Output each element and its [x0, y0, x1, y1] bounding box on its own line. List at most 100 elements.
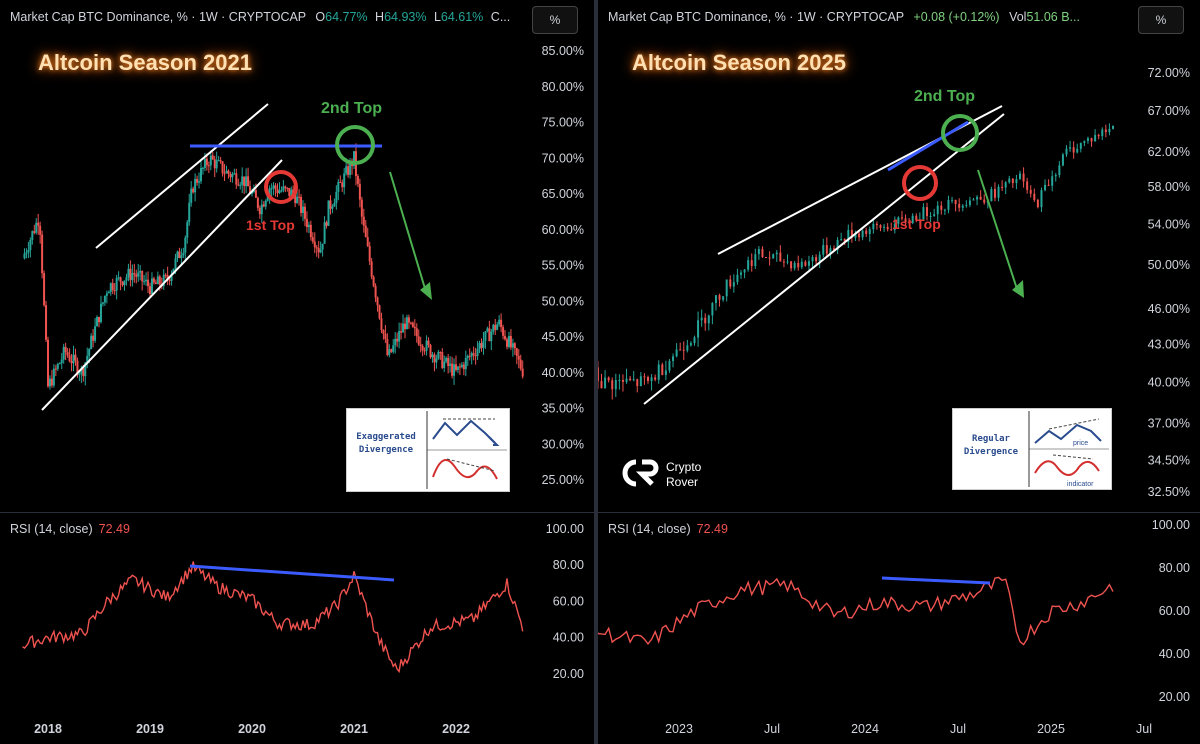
- candle: [398, 331, 401, 342]
- candle: [1040, 190, 1043, 208]
- candle: [205, 158, 208, 166]
- candle: [455, 364, 457, 370]
- candle: [276, 189, 279, 194]
- candle: [968, 200, 971, 205]
- candle: [1047, 184, 1050, 186]
- candle: [39, 225, 42, 235]
- price-axis-tick: 67.00%: [1148, 104, 1190, 118]
- candle: [147, 279, 150, 287]
- symbol-title: Market Cap BTC Dominance, % · 1W · CRYPT…: [10, 10, 306, 24]
- candle: [972, 199, 975, 201]
- candle: [911, 215, 914, 223]
- candle: [64, 346, 67, 353]
- candle: [1065, 148, 1068, 155]
- candle: [607, 377, 610, 381]
- candle: [245, 176, 248, 187]
- candle: [280, 190, 283, 192]
- candle: [168, 279, 171, 281]
- rsi-axis-tick: 100.00: [546, 522, 584, 536]
- candle: [476, 348, 479, 356]
- candle: [105, 293, 108, 296]
- candle: [1029, 189, 1032, 194]
- candle: [378, 305, 381, 319]
- time-axis-tick: 2023: [665, 722, 693, 736]
- candle: [407, 317, 410, 323]
- candle: [311, 237, 314, 242]
- candle: [439, 352, 442, 354]
- candle: [200, 167, 202, 182]
- chart-canvas-left[interactable]: 85.00% 80.00% 75.00% 70.00% 65.00% 60.00% 55.0…: [0, 0, 594, 744]
- candle: [464, 357, 467, 370]
- candle: [209, 155, 212, 166]
- candle: [618, 379, 621, 381]
- rsi-label: RSI (14, close): [10, 522, 93, 536]
- candle: [90, 335, 93, 350]
- candle: [729, 279, 732, 287]
- candle: [109, 283, 112, 292]
- price-axis-tick: 75.00%: [542, 116, 584, 130]
- candle: [192, 188, 195, 193]
- candle: [886, 226, 889, 230]
- candle: [182, 252, 185, 256]
- candle: [990, 189, 993, 202]
- candle: [331, 206, 334, 209]
- candle: [689, 343, 692, 346]
- rsi-legend: RSI (14, close) 72.49: [10, 522, 130, 536]
- trendline-upper: [95, 103, 269, 249]
- candle: [113, 290, 116, 292]
- candle: [868, 229, 871, 234]
- candle: [384, 333, 387, 340]
- candle: [496, 324, 499, 330]
- candle: [519, 359, 522, 369]
- candle: [765, 257, 768, 259]
- candle: [227, 170, 230, 174]
- ohlc-high-label: H: [375, 10, 385, 24]
- candle: [96, 316, 99, 327]
- candle: [143, 281, 146, 283]
- candle: [858, 233, 861, 238]
- candle: [1015, 179, 1018, 184]
- candle: [31, 231, 34, 240]
- candle: [288, 187, 291, 196]
- candle: [611, 380, 614, 390]
- candle: [156, 276, 159, 285]
- candle: [772, 254, 775, 259]
- candle: [92, 335, 95, 341]
- pane-separator[interactable]: [598, 512, 1200, 513]
- candle: [313, 241, 316, 248]
- pane-separator[interactable]: [0, 512, 594, 513]
- candle: [29, 239, 32, 251]
- candle: [604, 377, 607, 389]
- candle: [196, 178, 199, 183]
- candle: [797, 263, 800, 268]
- candle: [861, 230, 864, 238]
- candle: [517, 355, 520, 360]
- candle: [804, 261, 807, 266]
- candle: [427, 340, 430, 345]
- time-axis-tick: Jul: [950, 722, 966, 736]
- percent-scale-button[interactable]: %: [1138, 6, 1184, 34]
- candle: [72, 354, 75, 364]
- inset-label-line-1: Exaggerated: [356, 432, 416, 442]
- candle: [983, 199, 986, 203]
- candle: [358, 183, 361, 200]
- candle: [625, 378, 628, 382]
- chart-canvas-right[interactable]: 72.00% 67.00% 62.00% 58.00% 54.00% 50.00% 46.0…: [598, 0, 1200, 744]
- candle: [231, 173, 234, 178]
- chart-panel-right[interactable]: 72.00% 67.00% 62.00% 58.00% 54.00% 50.00% 46.0…: [598, 0, 1200, 744]
- candle: [779, 252, 782, 262]
- candle: [56, 364, 59, 369]
- chart-panel-left[interactable]: 85.00% 80.00% 75.00% 70.00% 65.00% 60.00% 55.0…: [0, 0, 594, 744]
- percent-scale-button[interactable]: %: [532, 6, 578, 34]
- candle: [107, 291, 110, 294]
- candle: [1058, 165, 1061, 175]
- candle: [629, 378, 632, 381]
- rsi-axis-tick: 80.00: [1159, 561, 1190, 575]
- rsi-axis-tick: 40.00: [1159, 647, 1190, 661]
- candle: [419, 344, 422, 347]
- panel-divider[interactable]: [594, 0, 598, 744]
- candle: [303, 206, 306, 219]
- candle: [872, 223, 875, 230]
- candle: [123, 280, 126, 286]
- crypto-rover-logo-icon: [622, 459, 659, 487]
